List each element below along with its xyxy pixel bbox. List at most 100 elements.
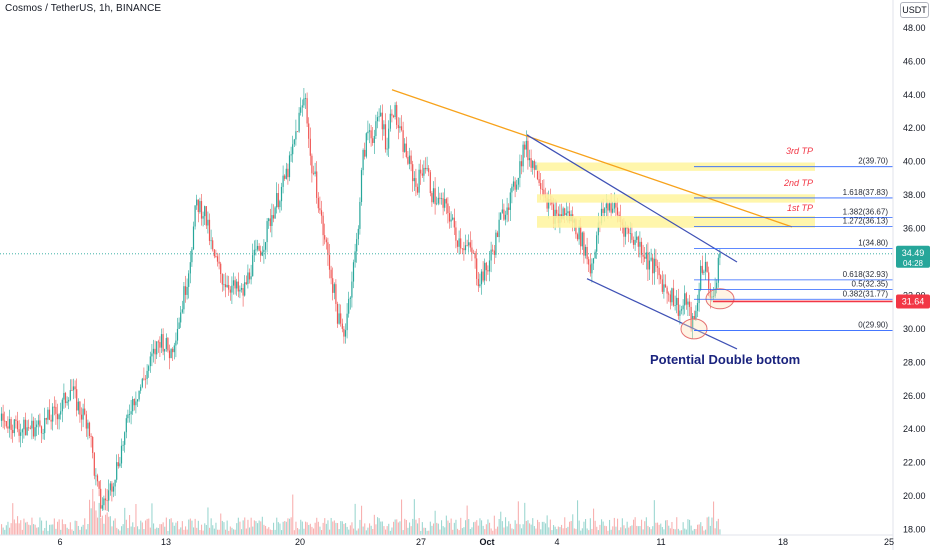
candle-body [469, 242, 471, 248]
candle-body [284, 175, 286, 179]
fib-level-label: 1.382(36.67) [843, 207, 889, 216]
volume-bar [186, 529, 188, 535]
volume-bar [533, 526, 535, 535]
volume-bar [602, 521, 604, 535]
candle-body [20, 432, 22, 436]
currency-unit-button[interactable]: USDT [900, 2, 929, 18]
candle-body [293, 139, 295, 145]
volume-bar [332, 521, 334, 535]
volume-bar [133, 527, 135, 535]
volume-bar [41, 520, 43, 535]
candle-body [37, 420, 39, 425]
volume-bar [321, 530, 323, 535]
volume-bar [69, 522, 71, 535]
candle-body [300, 107, 302, 113]
volume-bar [615, 526, 617, 535]
candle-body [717, 257, 719, 283]
volume-bar [271, 530, 273, 535]
volume-bar [25, 522, 27, 535]
volume-bar [156, 527, 158, 535]
chart-title: Cosmos / TetherUS, 1h, BINANCE [5, 3, 162, 14]
candle-body [452, 217, 454, 220]
candle-body [416, 186, 419, 193]
candle-body [412, 164, 414, 182]
volume-bar [52, 524, 54, 535]
volume-bar [572, 514, 574, 535]
candle-body [711, 296, 713, 298]
candle-body [21, 429, 23, 433]
volume-bar [463, 527, 465, 535]
volume-bar [695, 528, 697, 535]
candle-body [706, 261, 708, 273]
candle-body [31, 420, 33, 429]
candle-body [288, 155, 291, 178]
volume-bar [356, 530, 358, 535]
volume-bar [285, 521, 287, 535]
candle-body [252, 255, 254, 277]
candle-body [415, 178, 417, 187]
volume-bar [309, 523, 311, 535]
candle-body [194, 205, 196, 227]
candle-body [376, 117, 379, 122]
candle-body [516, 184, 518, 190]
candle-body [215, 256, 217, 257]
candle-body [495, 232, 497, 255]
volume-bar [330, 517, 332, 535]
volume-bar [364, 523, 366, 535]
volume-bar [228, 530, 230, 535]
volume-bar [114, 518, 116, 535]
candle-body [268, 218, 270, 222]
candle-body [636, 236, 638, 240]
time-axis[interactable]: 6 13 20 27 Oct 4 11 18 25 [0, 534, 894, 547]
candle-body [556, 209, 558, 214]
volume-bar [692, 530, 694, 535]
candle-body [100, 488, 102, 509]
volume-bar [541, 521, 543, 535]
volume-bar [266, 528, 268, 535]
candle-body [24, 419, 27, 436]
volume-bar [434, 510, 436, 535]
candle-body [63, 392, 65, 400]
candle-body [623, 225, 625, 237]
candle-body [482, 271, 484, 281]
volume-bar [623, 525, 625, 535]
price-tick-label: 30.00 [903, 324, 926, 334]
candle-body [26, 427, 28, 436]
candle-body [503, 209, 505, 220]
volume-bar [234, 529, 236, 535]
volume-bar [233, 529, 235, 535]
candle-body [685, 293, 687, 305]
volume-bar [449, 522, 451, 535]
volume-bar [621, 518, 623, 535]
volume-bar [399, 521, 401, 535]
current-price-tag [896, 245, 930, 268]
volume-bar [620, 527, 622, 535]
volume-bar [13, 519, 15, 535]
candle-body [124, 432, 126, 445]
volume-bar [660, 523, 662, 535]
candle-body [375, 121, 377, 136]
volume-bar [525, 520, 527, 535]
volume-bar [495, 528, 497, 535]
price-tick-label: 22.00 [903, 458, 926, 468]
fib-level-label: 0(29.90) [858, 321, 888, 330]
candle-body [245, 282, 247, 285]
volume-bar [119, 530, 121, 535]
volume-bar [537, 519, 539, 535]
candle-body [364, 149, 366, 157]
volume-bar [666, 520, 668, 535]
price-axis[interactable]: 48.0046.0044.0042.0040.0038.0036.0034.00… [892, 0, 930, 550]
candle-body [88, 422, 91, 436]
volume-bar [381, 521, 383, 535]
volume-bar [431, 525, 433, 535]
candle-body [695, 310, 697, 320]
candle-body [384, 124, 387, 150]
volume-bar [292, 494, 294, 535]
volume-bar [282, 521, 284, 535]
volume-bar [135, 504, 137, 535]
volume-bar [39, 517, 41, 535]
candle-body [508, 207, 510, 210]
candle-body [96, 475, 99, 482]
candle-body [719, 253, 721, 258]
